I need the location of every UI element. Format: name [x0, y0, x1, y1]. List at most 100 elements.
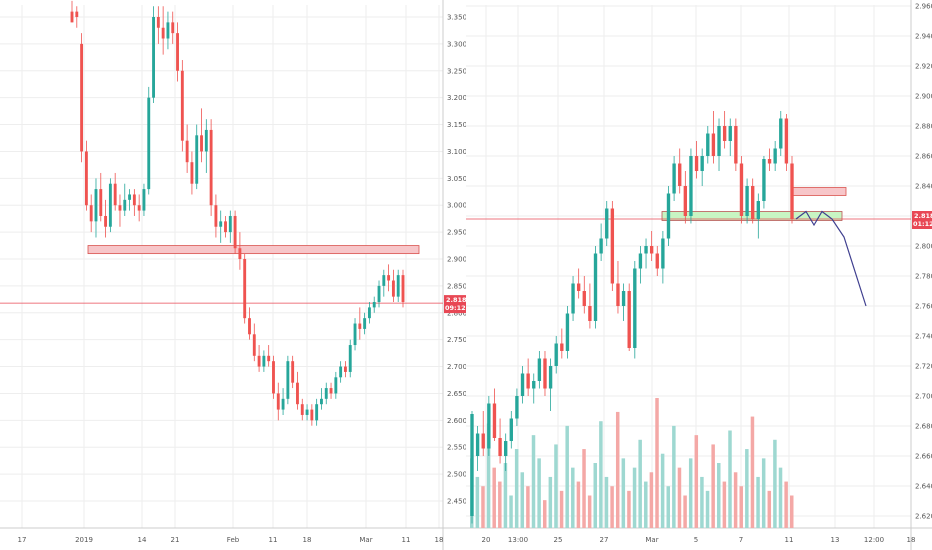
volume-bar — [638, 439, 642, 528]
candle — [243, 259, 247, 319]
x-tick-label: 20 — [482, 536, 491, 544]
candle — [700, 156, 704, 171]
volume-bar — [509, 495, 513, 528]
candle — [334, 377, 338, 394]
volume-bar — [688, 458, 693, 528]
candle — [166, 22, 170, 39]
x-tick-label: 18 — [907, 536, 916, 544]
candle — [666, 193, 671, 239]
candle — [200, 135, 203, 152]
candle — [180, 70, 184, 141]
volume-bar — [722, 481, 727, 528]
candle — [526, 373, 530, 389]
candlestick-chart-left[interactable]: 3.350 3.300 3.250 3.200 3.150 3.100 3.050 3.000… — [0, 0, 466, 550]
x-tick-label: 25 — [554, 536, 563, 544]
candle — [257, 355, 261, 367]
candle — [132, 194, 136, 206]
current-price-badge — [912, 211, 932, 229]
candle — [610, 208, 615, 284]
x-tick-label: Feb — [227, 536, 240, 544]
candle — [84, 151, 88, 206]
volume-bar — [733, 472, 738, 528]
volume-bar — [503, 463, 508, 528]
y-tick-label: 2.850 — [447, 282, 466, 290]
y-tick-label: 2.860 — [915, 153, 932, 161]
candle — [94, 189, 98, 222]
candle — [156, 17, 160, 28]
resistance-zone — [791, 187, 847, 196]
x-tick-label: 18 — [435, 536, 444, 544]
y-tick-label: 2.760 — [915, 303, 932, 311]
volume-bar — [514, 449, 519, 528]
candle — [310, 409, 314, 421]
y-tick-label: 2.680 — [915, 423, 932, 431]
y-tick-label: 2.840 — [915, 183, 932, 191]
chart-panel-right[interactable]: 2.9602.9402.9202.9002.8802.8602.8402.820… — [466, 0, 932, 550]
candle — [291, 361, 295, 383]
candle — [717, 126, 721, 156]
y-tick-label: 3.000 — [447, 202, 466, 210]
x-tick-label: 27 — [600, 536, 609, 544]
chart-panel-left[interactable]: 3.350 3.300 3.250 3.200 3.150 3.100 3.050 3.000… — [0, 0, 466, 550]
candle — [358, 323, 362, 329]
candle — [272, 361, 275, 394]
x-tick-label: 7 — [739, 536, 743, 544]
x-tick-label: 21 — [171, 536, 180, 544]
y-tick-label: 2.620 — [915, 513, 932, 521]
volume-bar — [554, 444, 558, 528]
candle — [363, 318, 367, 329]
candle — [118, 205, 122, 211]
candle — [779, 118, 783, 149]
candle — [655, 253, 659, 269]
candle — [548, 366, 553, 389]
candle — [756, 201, 760, 219]
candle — [678, 163, 682, 186]
y-tick-label: 2.920 — [915, 63, 932, 71]
y-tick-label: 3.150 — [447, 121, 466, 129]
volume-bar — [599, 421, 603, 528]
volume-bar — [790, 495, 794, 528]
x-tick-label: 12:00 — [864, 536, 884, 544]
x-tick-label: 11 — [402, 536, 411, 544]
candle — [694, 156, 699, 171]
candle — [104, 215, 108, 227]
x-tick-label: 17 — [18, 536, 27, 544]
candle — [532, 381, 536, 389]
candle — [722, 126, 727, 141]
volume-bar — [705, 490, 710, 528]
candle — [565, 313, 570, 351]
volume-bar — [717, 463, 721, 528]
candle — [195, 135, 199, 184]
candle — [470, 414, 474, 516]
volume-bar — [660, 453, 665, 528]
candle — [767, 159, 772, 164]
candle — [745, 186, 749, 216]
candle — [616, 283, 620, 306]
candle — [228, 215, 232, 233]
candle — [576, 283, 581, 291]
y-tick-label: 2.750 — [447, 336, 466, 344]
candle — [262, 355, 266, 367]
x-tick-label: 13 — [831, 536, 840, 544]
volume-bar — [672, 425, 676, 528]
countdown-label: 09:12:38 — [445, 304, 466, 312]
candle — [790, 163, 794, 219]
candle — [367, 307, 371, 319]
candle — [633, 268, 637, 348]
candle — [377, 285, 381, 303]
y-tick-label: 3.100 — [447, 148, 466, 156]
candle — [543, 358, 547, 389]
candle — [320, 398, 323, 405]
current-price-label: 2.818 — [446, 296, 466, 304]
candle — [728, 126, 732, 141]
volume-bar — [750, 416, 755, 528]
y-tick-label: 2.640 — [915, 483, 932, 491]
y-tick-label: 2.800 — [915, 243, 932, 251]
candle — [382, 275, 386, 286]
volume-bar — [565, 425, 569, 528]
volume-bar — [632, 467, 637, 528]
volume-bar — [773, 439, 777, 528]
volume-bar — [615, 411, 620, 528]
candlestick-chart-right[interactable]: 2.9602.9402.9202.9002.8802.8602.8402.820… — [466, 0, 932, 550]
candle — [560, 343, 564, 351]
